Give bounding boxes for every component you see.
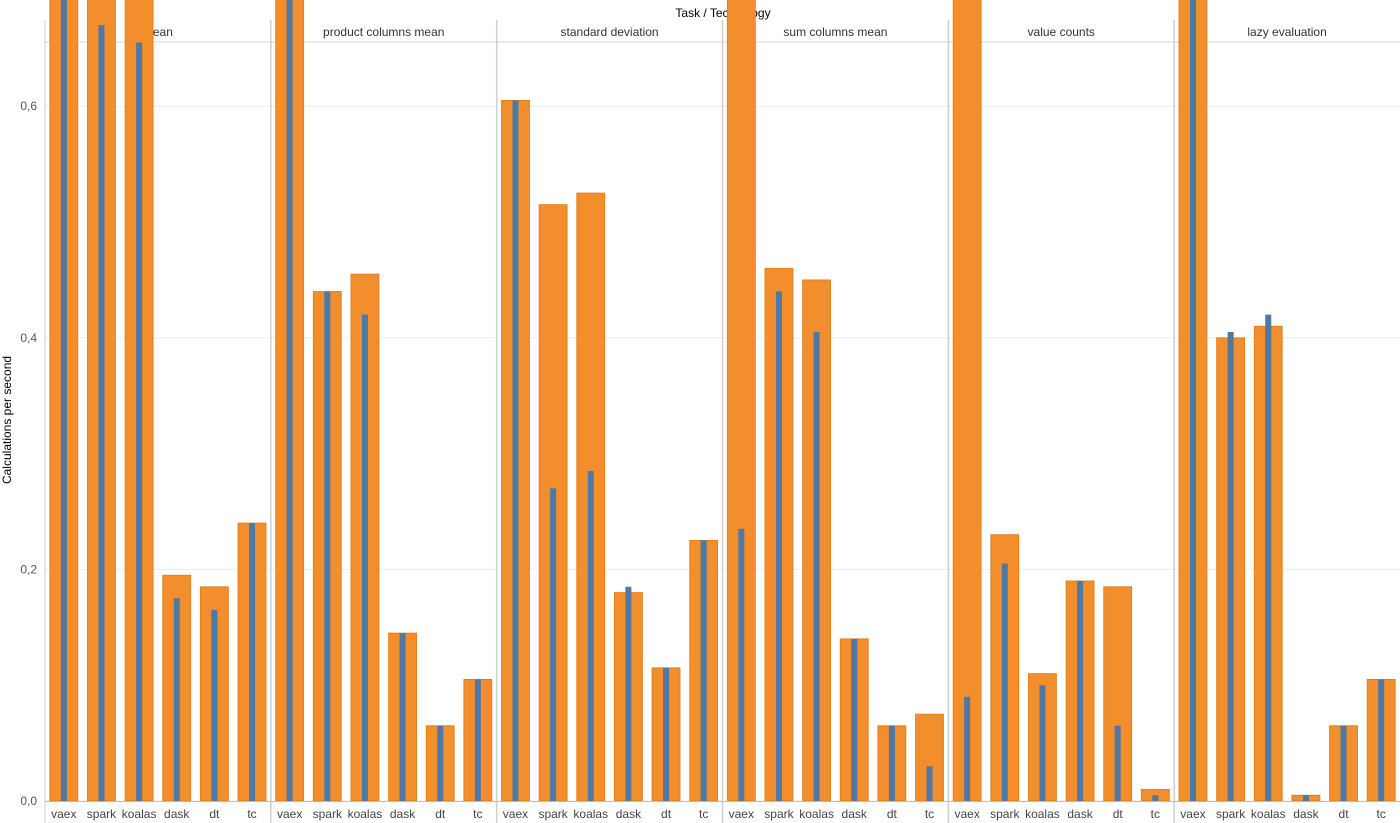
bar-narrow-dask bbox=[399, 633, 406, 801]
x-tick-label: spark bbox=[313, 807, 343, 821]
x-tick-label: spark bbox=[1216, 807, 1246, 821]
x-tick-label: dt bbox=[887, 807, 898, 821]
x-tick-label: spark bbox=[87, 807, 117, 821]
x-tick-label: dt bbox=[1339, 807, 1350, 821]
bar-narrow-koalas bbox=[813, 332, 820, 801]
panel-title: value counts bbox=[1028, 25, 1095, 39]
x-tick-label: vaex bbox=[954, 807, 979, 821]
bar-narrow-dt bbox=[437, 725, 444, 801]
x-tick-label: vaex bbox=[51, 807, 76, 821]
x-tick-label: tc bbox=[473, 807, 482, 821]
bar-narrow-dt bbox=[888, 725, 895, 801]
bars bbox=[49, 0, 1396, 802]
x-tick-label: spark bbox=[764, 807, 794, 821]
y-tick-label: 0,2 bbox=[20, 562, 37, 576]
x-tick-label: tc bbox=[1377, 807, 1386, 821]
panel-title: sum columns mean bbox=[783, 25, 887, 39]
panel-title: standard deviation bbox=[561, 25, 659, 39]
x-tick-label: tc bbox=[1151, 807, 1160, 821]
x-tick-label: spark bbox=[990, 807, 1020, 821]
bar-narrow-dask bbox=[173, 598, 180, 801]
bar-narrow-tc bbox=[926, 766, 933, 801]
x-tick-label: koalas bbox=[1251, 807, 1286, 821]
x-tick-label: dask bbox=[390, 807, 416, 821]
chart-title: Task / Technology bbox=[675, 6, 770, 20]
bar-narrow-vaex bbox=[286, 0, 293, 802]
x-tick-label: tc bbox=[699, 807, 708, 821]
bar-narrow-koalas bbox=[361, 314, 368, 801]
bar-narrow-tc bbox=[474, 679, 481, 801]
x-tick-label: koalas bbox=[799, 807, 834, 821]
y-tick-label: 0,0 bbox=[20, 794, 37, 808]
bar-narrow-tc bbox=[249, 523, 256, 801]
bar-narrow-dt bbox=[1114, 725, 1121, 801]
x-tick-label: vaex bbox=[503, 807, 528, 821]
panel-title: product columns mean bbox=[323, 25, 444, 39]
x-tick-label: dask bbox=[616, 807, 642, 821]
y-tick-label: 0,6 bbox=[20, 99, 37, 113]
x-tick-label: koalas bbox=[122, 807, 157, 821]
x-tick-label: dask bbox=[1293, 807, 1319, 821]
bar-narrow-vaex bbox=[60, 0, 67, 801]
x-tick-label: dt bbox=[209, 807, 220, 821]
bar-narrow-vaex bbox=[1189, 0, 1196, 801]
x-tick-label: dask bbox=[842, 807, 868, 821]
bar-narrow-koalas bbox=[1265, 314, 1272, 801]
bar-narrow-koalas bbox=[1039, 685, 1046, 801]
x-tick-label: dt bbox=[1113, 807, 1124, 821]
x-tick-label: dask bbox=[1067, 807, 1093, 821]
bar-narrow-tc bbox=[1152, 795, 1159, 801]
y-tick-label: 0,4 bbox=[20, 331, 37, 345]
x-tick-label: dt bbox=[435, 807, 446, 821]
x-tick-label: vaex bbox=[729, 807, 754, 821]
y-axis-label: Calculations per second bbox=[0, 356, 14, 484]
x-tick-label: vaex bbox=[277, 807, 302, 821]
x-tick-label: koalas bbox=[573, 807, 608, 821]
bar-narrow-spark bbox=[98, 25, 105, 801]
bar-narrow-koalas bbox=[587, 470, 594, 801]
bar-narrow-vaex bbox=[738, 528, 745, 801]
x-tick-label: dt bbox=[661, 807, 672, 821]
x-tick-label: tc bbox=[925, 807, 934, 821]
bar-narrow-spark bbox=[550, 488, 557, 801]
bar-narrow-spark bbox=[775, 291, 782, 801]
bar-narrow-tc bbox=[700, 540, 707, 801]
bar-wide-vaex bbox=[952, 0, 982, 802]
bar-narrow-dask bbox=[851, 638, 858, 801]
bar-narrow-dt bbox=[663, 667, 670, 801]
panels: mean product columns mean standard deviati… bbox=[45, 20, 1400, 823]
bar-narrow-spark bbox=[1227, 332, 1234, 801]
bar-narrow-dt bbox=[1340, 725, 1347, 801]
x-tick-label: vaex bbox=[1180, 807, 1205, 821]
bar-narrow-koalas bbox=[136, 42, 143, 801]
bar-narrow-vaex bbox=[512, 100, 519, 801]
panel-title: lazy evaluation bbox=[1247, 25, 1326, 39]
bar-narrow-vaex bbox=[964, 696, 971, 801]
bar-narrow-tc bbox=[1378, 679, 1385, 801]
bar-narrow-spark bbox=[1001, 563, 1008, 801]
bar-narrow-dask bbox=[1302, 795, 1309, 801]
x-tick-label: dask bbox=[164, 807, 190, 821]
x-tick-label: tc bbox=[247, 807, 256, 821]
x-tick-label: spark bbox=[538, 807, 568, 821]
bar-narrow-dt bbox=[211, 609, 218, 801]
x-tick-label: koalas bbox=[1025, 807, 1060, 821]
x-tick-label: koalas bbox=[348, 807, 383, 821]
bar-narrow-dask bbox=[625, 586, 632, 801]
bar-narrow-spark bbox=[324, 291, 331, 801]
axes: 0,00,20,40,60,81,01,21,41,61,82,02,22,42… bbox=[20, 20, 1400, 823]
bar-narrow-dask bbox=[1077, 580, 1084, 801]
